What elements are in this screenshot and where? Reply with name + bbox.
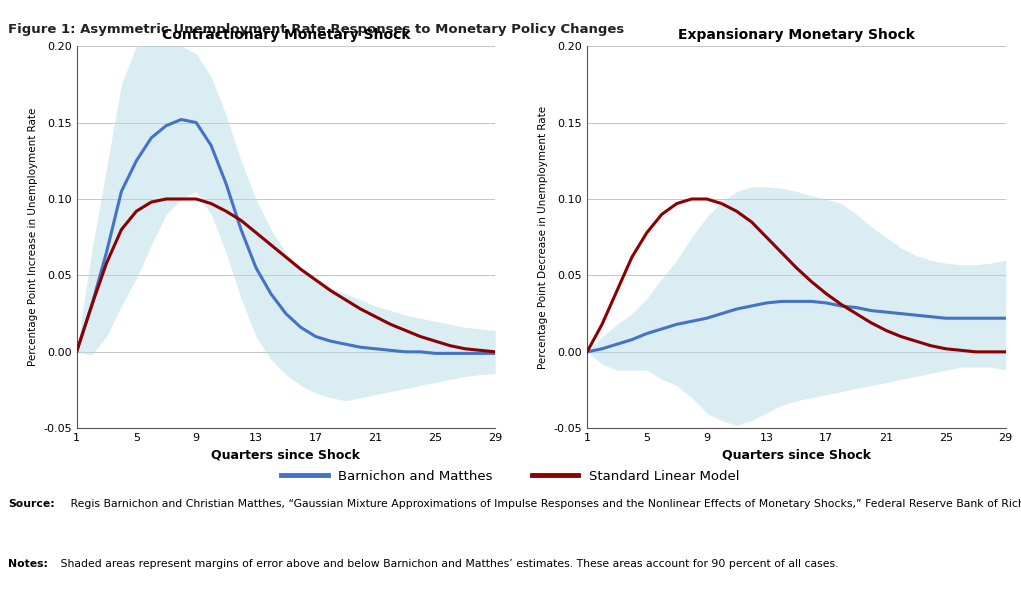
Text: Regis Barnichon and Christian Matthes, “Gaussian Mixture Approximations of Impul: Regis Barnichon and Christian Matthes, “… [67,500,1021,509]
Text: Source:: Source: [8,500,55,509]
Text: Notes:: Notes: [8,559,48,569]
Y-axis label: Percentage Point Increase in Unemployment Rate: Percentage Point Increase in Unemploymen… [28,108,38,367]
Text: Shaded areas represent margins of error above and below Barnichon and Matthes’ e: Shaded areas represent margins of error … [57,559,838,569]
Legend: Barnichon and Matthes, Standard Linear Model: Barnichon and Matthes, Standard Linear M… [277,464,744,488]
Y-axis label: Percentage Point Decrease in Unemployment Rate: Percentage Point Decrease in Unemploymen… [538,105,548,369]
Text: Figure 1: Asymmetric Unemployment Rate Responses to Monetary Policy Changes: Figure 1: Asymmetric Unemployment Rate R… [8,23,625,37]
Title: Contractionary Monetary Shock: Contractionary Monetary Shock [161,28,410,42]
X-axis label: Quarters since Shock: Quarters since Shock [722,449,871,462]
X-axis label: Quarters since Shock: Quarters since Shock [211,449,360,462]
Title: Expansionary Monetary Shock: Expansionary Monetary Shock [678,28,915,42]
